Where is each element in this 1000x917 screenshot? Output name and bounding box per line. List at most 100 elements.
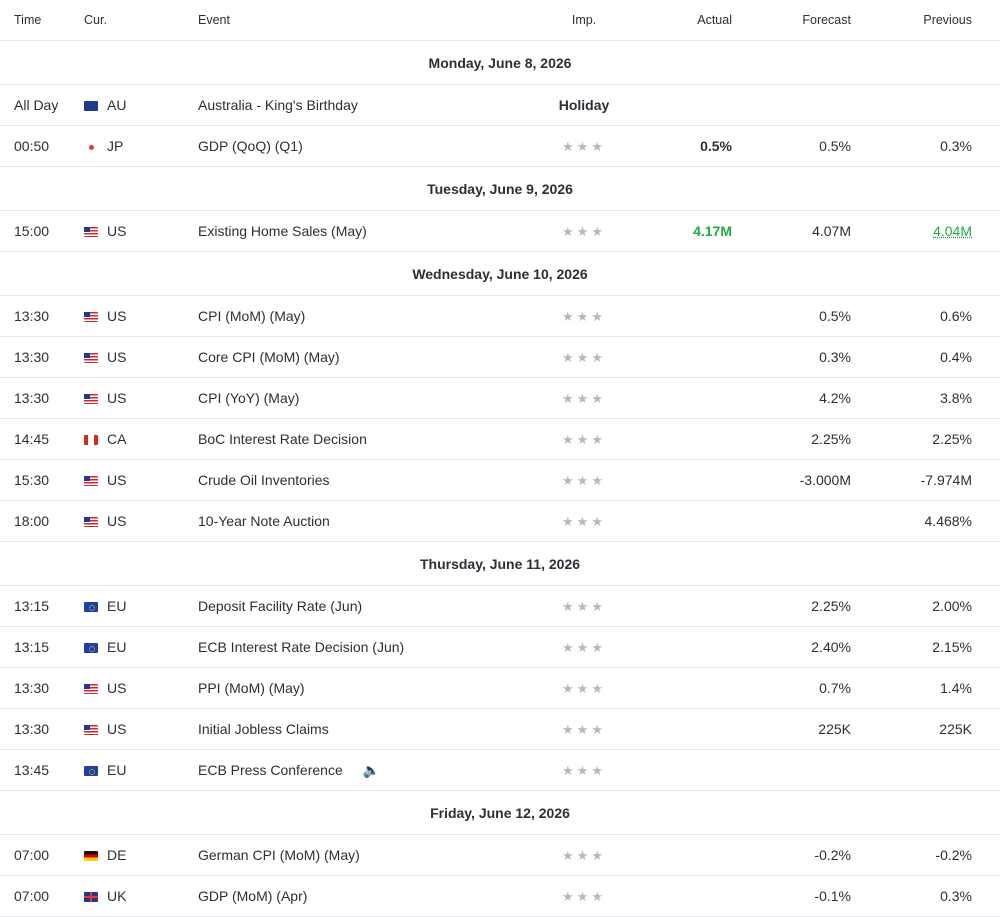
three-star-icon: ★★★ bbox=[562, 888, 606, 904]
event-row[interactable]: 07:00 UK GDP (MoM) (Apr) ★★★ -0.1% 0.3% bbox=[0, 875, 1000, 917]
event-name[interactable]: CPI (MoM) (May) bbox=[198, 295, 504, 337]
event-currency: CA bbox=[107, 431, 127, 447]
event-row[interactable]: All Day AU Australia - King's Birthday H… bbox=[0, 84, 1000, 126]
flag-us-icon bbox=[84, 227, 98, 237]
event-time: 15:00 bbox=[0, 210, 84, 252]
header-row: Time Cur. Event Imp. Actual Forecast Pre… bbox=[0, 0, 1000, 41]
event-row[interactable]: 13:15 EU ECB Interest Rate Decision (Jun… bbox=[0, 626, 1000, 668]
header-forecast[interactable]: Forecast bbox=[738, 0, 859, 41]
event-row[interactable]: 13:30 US CPI (MoM) (May) ★★★ 0.5% 0.6% bbox=[0, 295, 1000, 337]
flag-eu-icon bbox=[84, 766, 98, 776]
header-event[interactable]: Event bbox=[198, 0, 504, 41]
event-name[interactable]: GDP (QoQ) (Q1) bbox=[198, 125, 504, 167]
holiday-label: Holiday bbox=[504, 84, 664, 126]
event-actual bbox=[664, 708, 738, 750]
event-actual bbox=[664, 875, 738, 917]
event-previous: 0.3% bbox=[859, 125, 1000, 167]
event-name[interactable]: 10-Year Note Auction bbox=[198, 500, 504, 542]
day-header-row: Thursday, June 11, 2026 bbox=[0, 541, 1000, 586]
event-row[interactable]: 13:30 US PPI (MoM) (May) ★★★ 0.7% 1.4% bbox=[0, 667, 1000, 709]
event-forecast: 4.2% bbox=[738, 377, 859, 419]
event-actual bbox=[664, 749, 738, 791]
flag-us-icon bbox=[84, 394, 98, 404]
three-star-icon: ★★★ bbox=[562, 513, 606, 529]
flag-us-icon bbox=[84, 312, 98, 322]
event-name[interactable]: GDP (MoM) (Apr) bbox=[198, 875, 504, 917]
event-name[interactable]: ECB Interest Rate Decision (Jun) bbox=[198, 626, 504, 668]
day-date: Monday, June 8, 2026 bbox=[0, 40, 1000, 85]
event-previous: 0.4% bbox=[859, 336, 1000, 378]
event-name[interactable]: Existing Home Sales (May) bbox=[198, 210, 504, 252]
event-row[interactable]: 13:30 US CPI (YoY) (May) ★★★ 4.2% 3.8% bbox=[0, 377, 1000, 419]
event-row[interactable]: 13:45 EU ECB Press Conference 🔈 ★★★ bbox=[0, 749, 1000, 791]
event-currency: EU bbox=[107, 639, 127, 655]
event-currency: US bbox=[107, 390, 127, 406]
header-currency[interactable]: Cur. bbox=[84, 0, 198, 41]
event-time: 13:30 bbox=[0, 377, 84, 419]
event-previous: 2.00% bbox=[859, 585, 1000, 627]
three-star-icon: ★★★ bbox=[562, 390, 606, 406]
event-currency: US bbox=[107, 513, 127, 529]
event-forecast: 0.5% bbox=[738, 295, 859, 337]
event-row[interactable]: 13:30 US Core CPI (MoM) (May) ★★★ 0.3% 0… bbox=[0, 336, 1000, 378]
event-forecast: -0.2% bbox=[738, 834, 859, 876]
event-currency: US bbox=[107, 680, 127, 696]
event-actual bbox=[664, 834, 738, 876]
event-actual bbox=[664, 667, 738, 709]
day-date: Tuesday, June 9, 2026 bbox=[0, 166, 1000, 211]
event-previous: 225K bbox=[859, 708, 1000, 750]
event-currency: US bbox=[107, 472, 127, 488]
event-forecast: 0.5% bbox=[738, 125, 859, 167]
event-forecast: 4.07M bbox=[738, 210, 859, 252]
event-forecast: 2.25% bbox=[738, 418, 859, 460]
day-header-row: Friday, June 12, 2026 bbox=[0, 790, 1000, 835]
event-actual: 0.5% bbox=[664, 125, 738, 167]
event-row[interactable]: 15:00 US Existing Home Sales (May) ★★★ 4… bbox=[0, 210, 1000, 252]
event-actual: 4.17M bbox=[664, 210, 738, 252]
event-previous: 2.15% bbox=[859, 626, 1000, 668]
event-currency: US bbox=[107, 721, 127, 737]
event-row[interactable]: 00:50 JP GDP (QoQ) (Q1) ★★★ 0.5% 0.5% 0.… bbox=[0, 125, 1000, 167]
event-row[interactable]: 18:00 US 10-Year Note Auction ★★★ 4.468% bbox=[0, 500, 1000, 542]
event-name[interactable]: Crude Oil Inventories bbox=[198, 459, 504, 501]
event-name[interactable]: German CPI (MoM) (May) bbox=[198, 834, 504, 876]
event-name[interactable]: PPI (MoM) (May) bbox=[198, 667, 504, 709]
event-name[interactable]: ECB Press Conference bbox=[198, 761, 343, 778]
event-name[interactable]: Initial Jobless Claims bbox=[198, 708, 504, 750]
three-star-icon: ★★★ bbox=[562, 721, 606, 737]
event-row[interactable]: 13:15 EU Deposit Facility Rate (Jun) ★★★… bbox=[0, 585, 1000, 627]
event-currency: EU bbox=[107, 598, 127, 614]
event-previous bbox=[859, 749, 1000, 791]
event-time: 13:30 bbox=[0, 336, 84, 378]
event-name[interactable]: Deposit Facility Rate (Jun) bbox=[198, 585, 504, 627]
event-actual bbox=[664, 377, 738, 419]
flag-eu-icon bbox=[84, 643, 98, 653]
header-time[interactable]: Time bbox=[0, 0, 84, 41]
event-currency: AU bbox=[107, 97, 127, 113]
event-name[interactable]: Australia - King's Birthday bbox=[198, 84, 504, 126]
event-row[interactable]: 13:30 US Initial Jobless Claims ★★★ 225K… bbox=[0, 708, 1000, 750]
header-importance[interactable]: Imp. bbox=[504, 0, 664, 41]
event-row[interactable]: 14:45 CA BoC Interest Rate Decision ★★★ … bbox=[0, 418, 1000, 460]
three-star-icon: ★★★ bbox=[562, 138, 606, 154]
event-previous-revised[interactable]: 4.04M bbox=[933, 223, 972, 239]
three-star-icon: ★★★ bbox=[562, 680, 606, 696]
speaker-icon[interactable]: 🔈 bbox=[362, 761, 381, 778]
header-previous[interactable]: Previous bbox=[859, 0, 1000, 41]
event-time: 07:00 bbox=[0, 834, 84, 876]
event-actual bbox=[664, 418, 738, 460]
event-time: 00:50 bbox=[0, 125, 84, 167]
day-date: Thursday, June 11, 2026 bbox=[0, 541, 1000, 586]
event-name[interactable]: BoC Interest Rate Decision bbox=[198, 418, 504, 460]
event-currency: US bbox=[107, 223, 127, 239]
three-star-icon: ★★★ bbox=[562, 847, 606, 863]
event-row[interactable]: 15:30 US Crude Oil Inventories ★★★ -3.00… bbox=[0, 459, 1000, 501]
header-actual[interactable]: Actual bbox=[664, 0, 738, 41]
event-previous: 0.3% bbox=[859, 875, 1000, 917]
event-time: 13:15 bbox=[0, 585, 84, 627]
event-name[interactable]: Core CPI (MoM) (May) bbox=[198, 336, 504, 378]
event-name[interactable]: CPI (YoY) (May) bbox=[198, 377, 504, 419]
event-forecast: 225K bbox=[738, 708, 859, 750]
event-row[interactable]: 07:00 DE German CPI (MoM) (May) ★★★ -0.2… bbox=[0, 834, 1000, 876]
